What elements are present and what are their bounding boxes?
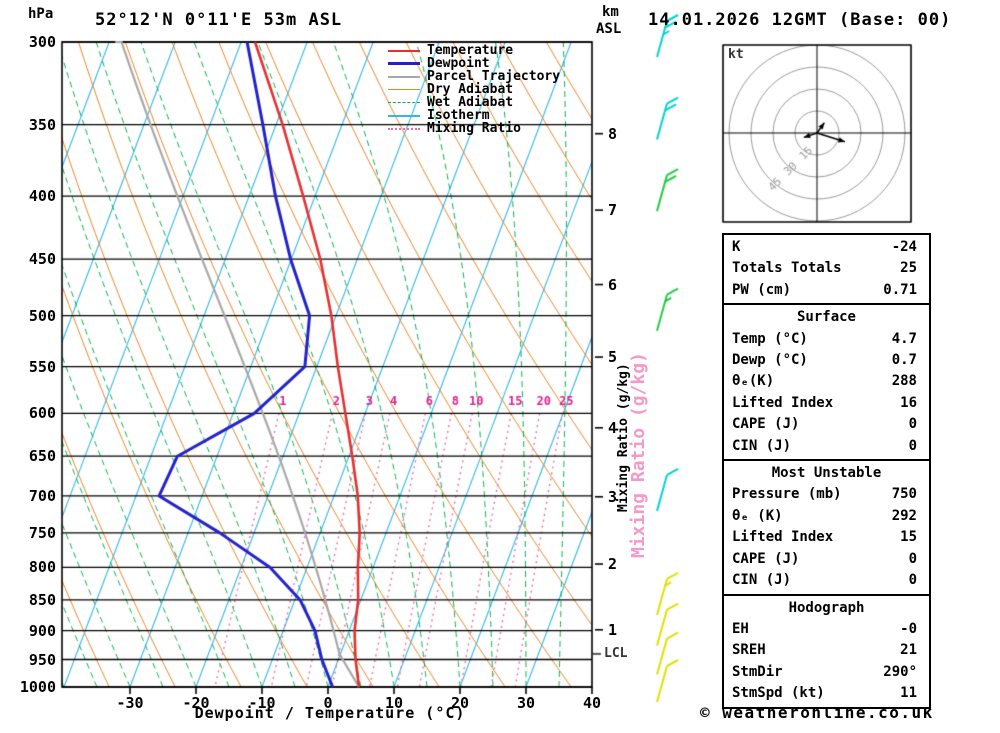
legend-item-mixing-ratio: Mixing Ratio: [388, 122, 560, 135]
stats-row-cin-j: CIN (J) 0: [724, 436, 929, 457]
stat-label: θₑ(K): [732, 373, 775, 390]
legend-label: Dewpoint: [427, 56, 490, 71]
hodograph-panel: kt: [723, 45, 911, 222]
stat-label: CIN (J): [732, 437, 792, 454]
hodograph-unit-label: kt: [728, 47, 744, 62]
stats-row-cin-j: CIN (J) 0: [724, 570, 929, 591]
stat-value: 11: [900, 685, 917, 702]
km-unit-line1: km: [602, 4, 619, 20]
stat-value: 288: [891, 373, 917, 390]
legend: Temperature Dewpoint Parcel Trajectory Dry …: [388, 44, 560, 135]
stat-value: 0: [908, 572, 917, 589]
legend-swatch-parcel-trajectory: [388, 75, 420, 78]
stat-value: 25: [900, 260, 917, 277]
stat-label: Temp (°C): [732, 330, 808, 347]
legend-swatch-isotherm: [388, 114, 420, 117]
stat-value: 0: [908, 550, 917, 567]
km-unit-line2: ASL: [596, 21, 622, 37]
legend-label: Temperature: [427, 43, 514, 58]
stat-value: 21: [900, 642, 917, 659]
x-axis-label: Dewpoint / Temperature (°C): [194, 704, 466, 722]
legend-swatch-mixing-ratio: [388, 127, 420, 130]
stat-value: -0: [900, 620, 917, 637]
stats-section-most-unstable: Most Unstable Pressure (mb) 750 θₑ (K) 292 Li…: [724, 459, 929, 593]
stats-row-stmdir: StmDir 290°: [724, 662, 929, 683]
stat-value: 0.7: [891, 352, 917, 369]
stat-value: 750: [891, 486, 917, 503]
stat-value: 0.71: [883, 281, 917, 298]
stats-row-temp-c: Temp (°C) 4.7: [724, 329, 929, 350]
stat-label: StmSpd (kt): [732, 685, 825, 702]
stat-label: Pressure (mb): [732, 486, 842, 503]
stats-row-stmspd-kt: StmSpd (kt) 11: [724, 683, 929, 704]
stats-row-cape-j: CAPE (J) 0: [724, 549, 929, 570]
station-title: 52°12'N 0°11'E 53m ASL: [95, 10, 343, 30]
stat-value: 290°: [883, 663, 917, 680]
stat-label: θₑ (K): [732, 507, 783, 524]
legend-label: Dry Adiabat: [427, 82, 514, 97]
legend-swatch-wet-adiabat: [388, 102, 420, 103]
stat-label: CAPE (J): [732, 550, 800, 567]
stats-row-cape-j: CAPE (J) 0: [724, 414, 929, 435]
stats-section-surface: Surface Temp (°C) 4.7 Dewp (°C) 0.7 θₑ(K) 288 L…: [724, 303, 929, 459]
stat-label: Totals Totals: [732, 260, 842, 277]
stats-row-lifted-index: Lifted Index 15: [724, 527, 929, 548]
stat-label: EH: [732, 620, 749, 637]
pressure-axis-unit: hPa: [28, 6, 54, 22]
legend-item-dewpoint: Dewpoint: [388, 57, 560, 70]
stat-label: Dewp (°C): [732, 352, 808, 369]
legend-swatch-dewpoint: [388, 62, 420, 65]
legend-swatch-dry-adiabat: [388, 89, 420, 90]
stats-row-totals-totals: Totals Totals 25: [724, 258, 929, 279]
stat-value: 0: [908, 416, 917, 433]
stat-label: Lifted Index: [732, 394, 834, 411]
km-axis-unit: km ASL: [596, 4, 621, 38]
stat-label: CIN (J): [732, 572, 792, 589]
stat-value: 0: [908, 437, 917, 454]
stat-label: K: [732, 239, 741, 255]
stats-section-indices: K -24 Totals Totals 25 PW (cm) 0.71: [724, 235, 929, 303]
stats-row-sreh: SREH 21: [724, 640, 929, 661]
legend-label: Wet Adiabat: [427, 95, 514, 110]
stats-row-k: θₑ (K) 292: [724, 506, 929, 527]
stats-section-title: Most Unstable: [771, 465, 882, 482]
legend-item-parcel-trajectory: Parcel Trajectory: [388, 70, 560, 83]
stats-section-title: Surface: [796, 309, 856, 326]
legend-label: Parcel Trajectory: [427, 69, 561, 84]
stat-value: 15: [900, 529, 917, 546]
stat-label: PW (cm): [732, 281, 792, 298]
mixing-ratio-axis-label-pink: Mixing Ratio (g/kg): [628, 352, 649, 558]
legend-item-wet-adiabat: Wet Adiabat: [388, 96, 560, 109]
stats-row-pressure-mb: Pressure (mb) 750: [724, 484, 929, 505]
stat-value: -24: [891, 239, 917, 255]
legend-swatch-temperature: [388, 49, 420, 52]
stat-label: Lifted Index: [732, 529, 834, 546]
stats-row-dewp-c: Dewp (°C) 0.7: [724, 350, 929, 371]
stats-row-k: θₑ(K) 288: [724, 371, 929, 392]
stats-row-lifted-index: Lifted Index 16: [724, 393, 929, 414]
legend-item-isotherm: Isotherm: [388, 109, 560, 122]
stats-row-pw-cm: PW (cm) 0.71: [724, 280, 929, 301]
stat-label: SREH: [732, 642, 766, 659]
legend-item-dry-adiabat: Dry Adiabat: [388, 83, 560, 96]
stats-table: K -24 Totals Totals 25 PW (cm) 0.71 Surface Tem…: [722, 233, 931, 709]
stats-row-k: K -24: [724, 237, 929, 258]
legend-label: Mixing Ratio: [427, 121, 521, 136]
stat-label: CAPE (J): [732, 416, 800, 433]
stats-section-title: Hodograph: [788, 599, 865, 616]
stats-row-eh: EH -0: [724, 619, 929, 640]
stats-section-hodograph: Hodograph EH -0 SREH 21 StmDir 290° StmSpd (kt)…: [724, 593, 929, 707]
legend-label: Isotherm: [427, 108, 490, 123]
stat-label: StmDir: [732, 663, 783, 680]
legend-item-temperature: Temperature: [388, 44, 560, 57]
datetime-title: 14.01.2026 12GMT (Base: 00): [648, 10, 952, 30]
stat-value: 4.7: [891, 330, 917, 347]
stat-value: 16: [900, 394, 917, 411]
stat-value: 292: [891, 507, 917, 524]
lcl-marker-label: LCL: [604, 645, 628, 661]
